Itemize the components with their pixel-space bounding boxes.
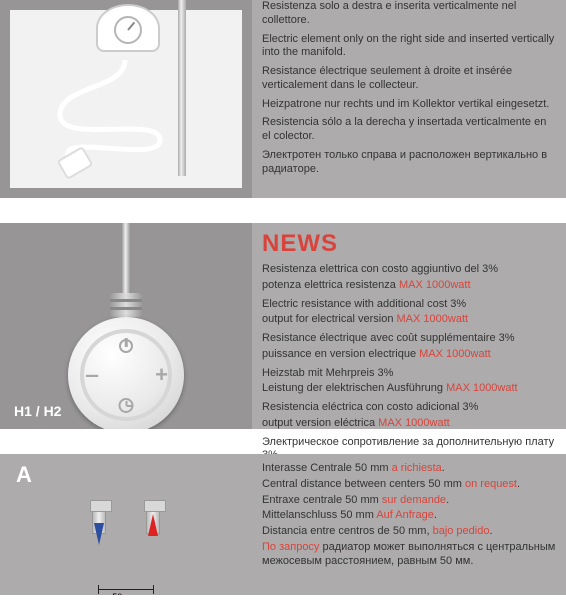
illustration-central: A 50 mm — [0, 454, 252, 595]
cd-fr-r: sur demande — [382, 494, 446, 506]
news-it-max: MAX 1000watt — [399, 279, 471, 291]
news-de-max: MAX 1000watt — [446, 382, 518, 394]
cd-es-t: Distancia entre centros de 50 mm, — [262, 525, 433, 537]
cd-ru-r: По запросу — [262, 541, 319, 553]
section-electric-element: Resistenza solo a destra e inserita vert… — [0, 0, 566, 198]
cd-de-t: Mittelanschluss 50 mm — [262, 509, 376, 521]
news-es-l1: Resistencia eléctrica con costo adiciona… — [262, 401, 556, 415]
news-heading: NEWS — [262, 229, 556, 259]
news-it-l2: potenza elettrica resistenza — [262, 279, 399, 291]
text-central: Interasse Centrale 50 mm a richiesta. Ce… — [252, 454, 566, 595]
cd-es-r: bajo pedido — [433, 525, 490, 537]
illustration-element — [0, 0, 252, 198]
power-icon — [119, 339, 133, 353]
section-news: ‒ + H1 / H2 NEWS Resistenza elettrica co… — [0, 223, 566, 429]
cd-de-r: Auf Anfrage — [376, 509, 434, 521]
label-a: A — [16, 462, 32, 488]
news-fr-l2: puissance en version electrique — [262, 348, 419, 360]
clock-icon — [119, 398, 134, 413]
cd-it-r: a richiesta — [392, 462, 442, 474]
news-en-l1: Electric resistance with additional cost… — [262, 298, 556, 312]
line-de: Heizpatrone nur rechts und im Kollektor … — [262, 98, 556, 112]
news-es-max: MAX 1000watt — [378, 417, 450, 429]
cd-en-t: Central distance between centers 50 mm — [262, 478, 465, 490]
section-central-distance: A 50 mm Interasse Centrale 50 mm a richi… — [0, 454, 566, 595]
cd-fr-t: Entraxe centrale 50 mm — [262, 494, 382, 506]
thermostat-knob: ‒ + — [68, 317, 184, 429]
line-it: Resistenza solo a destra e inserita vert… — [262, 0, 556, 28]
news-en-max: MAX 1000watt — [397, 313, 469, 325]
news-es-l2: output version eléctrica — [262, 417, 378, 429]
news-fr-l1: Resistance électrique avec coût suppléme… — [262, 332, 556, 346]
news-de-l1: Heizstab mit Mehrpreis 3% — [262, 367, 556, 381]
line-fr: Resistance électrique seulement à droite… — [262, 65, 556, 93]
news-de-l2: Leistung der elektrischen Ausführung — [262, 382, 446, 394]
plus-icon: + — [155, 362, 168, 388]
connector-diagram: 50 mm — [56, 508, 196, 569]
text-news: NEWS Resistenza elettrica con costo aggi… — [252, 223, 566, 429]
news-it-l1: Resistenza elettrica con costo aggiuntiv… — [262, 263, 556, 277]
news-en-l2: output for electrical version — [262, 313, 397, 325]
cd-it-t: Interasse Centrale 50 mm — [262, 462, 392, 474]
line-es: Resistencia sólo a la derecha y insertad… — [262, 116, 556, 144]
line-en: Electric element only on the right side … — [262, 33, 556, 61]
arrow-down-icon — [94, 523, 104, 545]
cd-en-r: on request — [465, 478, 517, 490]
arrow-up-icon — [148, 514, 158, 536]
news-fr-max: MAX 1000watt — [419, 348, 491, 360]
line-ru: Электротен только справа и расположен ве… — [262, 149, 556, 177]
illustration-knob: ‒ + H1 / H2 — [0, 223, 252, 429]
dimension-50mm: 50 mm — [82, 592, 170, 595]
text-electric-element: Resistenza solo a destra e inserita vert… — [252, 0, 566, 198]
minus-icon: ‒ — [86, 362, 98, 388]
label-h1h2: H1 / H2 — [14, 403, 61, 419]
